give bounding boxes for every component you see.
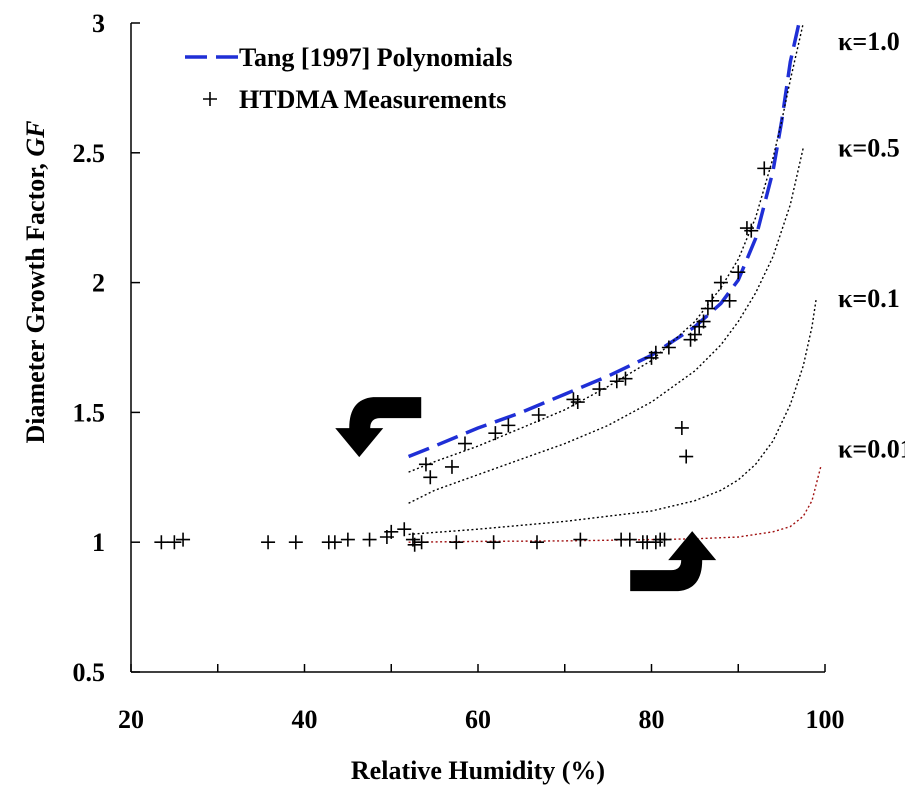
kappa-label: κ=0.5 [838,134,900,163]
htdma-point [570,395,585,410]
y-axis-label-main: Diameter Growth Factor, [21,157,50,444]
htdma-point [757,161,772,176]
htdma-point [327,535,342,550]
htdma-point [648,345,663,360]
htdma-point [674,420,689,435]
htdma-point [679,449,694,464]
x-tick-label: 100 [806,705,845,734]
htdma-point [154,535,169,550]
htdma-point [696,314,711,329]
legend-label: HTDMA Measurements [239,85,506,114]
y-tick-label: 2.5 [73,139,106,168]
y-tick-label: 1.5 [73,398,106,427]
htdma-point [687,327,702,342]
htdma-point [362,532,377,547]
htdma-point [340,532,355,547]
htdma-point [414,535,429,550]
htdma-point [488,426,503,441]
htdma-point [457,436,472,451]
htdma-point [501,418,516,433]
htdma-point [167,535,182,550]
hydration-arrow [630,531,717,592]
x-tick-label: 80 [639,705,665,734]
kappa-label: κ=1.0 [838,27,900,56]
htdma-point [423,470,438,485]
curve--0-01 [408,466,822,543]
kappa-label: κ=0.1 [838,284,900,313]
y-tick-label: 3 [92,9,105,38]
htdma-point [444,459,459,474]
y-axis-label-italic: GF [21,120,50,156]
htdma-point [657,532,672,547]
htdma-point [176,532,191,547]
y-tick-label: 1 [92,528,105,557]
htdma-point [700,301,715,316]
x-tick-label: 20 [118,705,144,734]
dehydration-arrow-shape [335,397,422,458]
htdma-point [622,532,637,547]
htdma-point [529,535,544,550]
htdma-point [731,265,746,280]
legend-label: Tang [1997] Polynomials [239,43,513,72]
hydration-arrow-shape [630,531,717,592]
htdma-point [384,524,399,539]
dehydration-arrow [335,397,422,458]
curve--0-1 [408,298,817,536]
legend-swatch-plus [203,92,217,106]
htdma-point [722,293,737,308]
htdma-point [744,223,759,238]
annotations-layer: κ=1.0 κ=0.5 κ=0.1 κ=0.01 [838,27,905,464]
legend: Tang [1997] Polynomials HTDMA Measurement… [185,43,513,114]
htdma-point [661,340,676,355]
htdma-point [407,537,422,552]
htdma-point [713,275,728,290]
htdma-point [449,535,464,550]
curve--0-5 [408,147,804,504]
htdma-point [592,382,607,397]
arrows-layer [335,397,717,592]
htdma-point [486,535,501,550]
y-tick-label: 0.5 [73,658,106,687]
kappa-label: κ=0.01 [838,435,905,464]
y-tick-label: 2 [92,269,105,298]
htdma-point [705,293,720,308]
htdma-point [531,407,546,422]
markers-layer [154,161,772,552]
x-tick-label: 60 [465,705,491,734]
htdma-point [288,535,303,550]
htdma-point [573,532,588,547]
htdma-point [261,535,276,550]
htdma-point [609,374,624,389]
htdma-point [418,457,433,472]
htdma-point [397,522,412,537]
y-axis-label: Diameter Growth Factor, GF [21,120,50,443]
x-tick-label: 40 [292,705,318,734]
axes: 0.5 1 1.5 2 2.5 3 20 40 60 80 100 [73,9,845,734]
x-axis-label: Relative Humidity (%) [351,756,605,785]
htdma-point [618,371,633,386]
